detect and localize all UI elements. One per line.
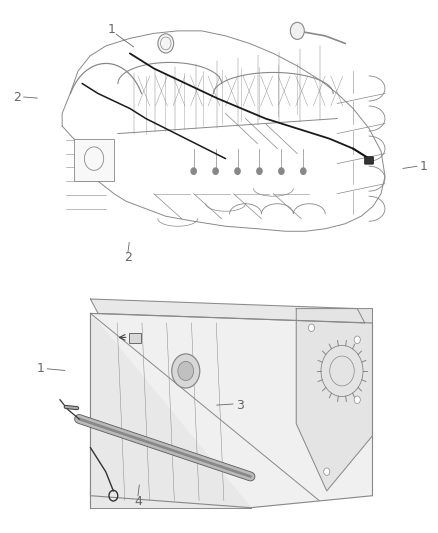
- FancyBboxPatch shape: [364, 157, 373, 164]
- Bar: [129, 333, 141, 343]
- Circle shape: [158, 34, 173, 53]
- Circle shape: [191, 168, 196, 174]
- Polygon shape: [91, 313, 372, 507]
- Text: 4: 4: [134, 495, 142, 507]
- Text: 1: 1: [36, 362, 44, 375]
- Circle shape: [213, 168, 218, 174]
- Circle shape: [279, 168, 284, 174]
- Circle shape: [290, 22, 304, 39]
- Polygon shape: [91, 299, 365, 323]
- Circle shape: [257, 168, 262, 174]
- Circle shape: [300, 168, 306, 174]
- Text: 1: 1: [420, 160, 428, 173]
- Text: 3: 3: [236, 399, 244, 411]
- Circle shape: [324, 468, 330, 475]
- Circle shape: [354, 336, 360, 344]
- Circle shape: [235, 168, 240, 174]
- Circle shape: [308, 324, 314, 332]
- Polygon shape: [91, 313, 251, 507]
- Text: 2: 2: [124, 252, 132, 264]
- Bar: [74, 139, 114, 181]
- Circle shape: [178, 361, 194, 381]
- Circle shape: [172, 354, 200, 388]
- Polygon shape: [296, 309, 372, 491]
- Circle shape: [354, 396, 360, 403]
- Text: 1: 1: [108, 23, 116, 36]
- Text: 2: 2: [13, 91, 21, 103]
